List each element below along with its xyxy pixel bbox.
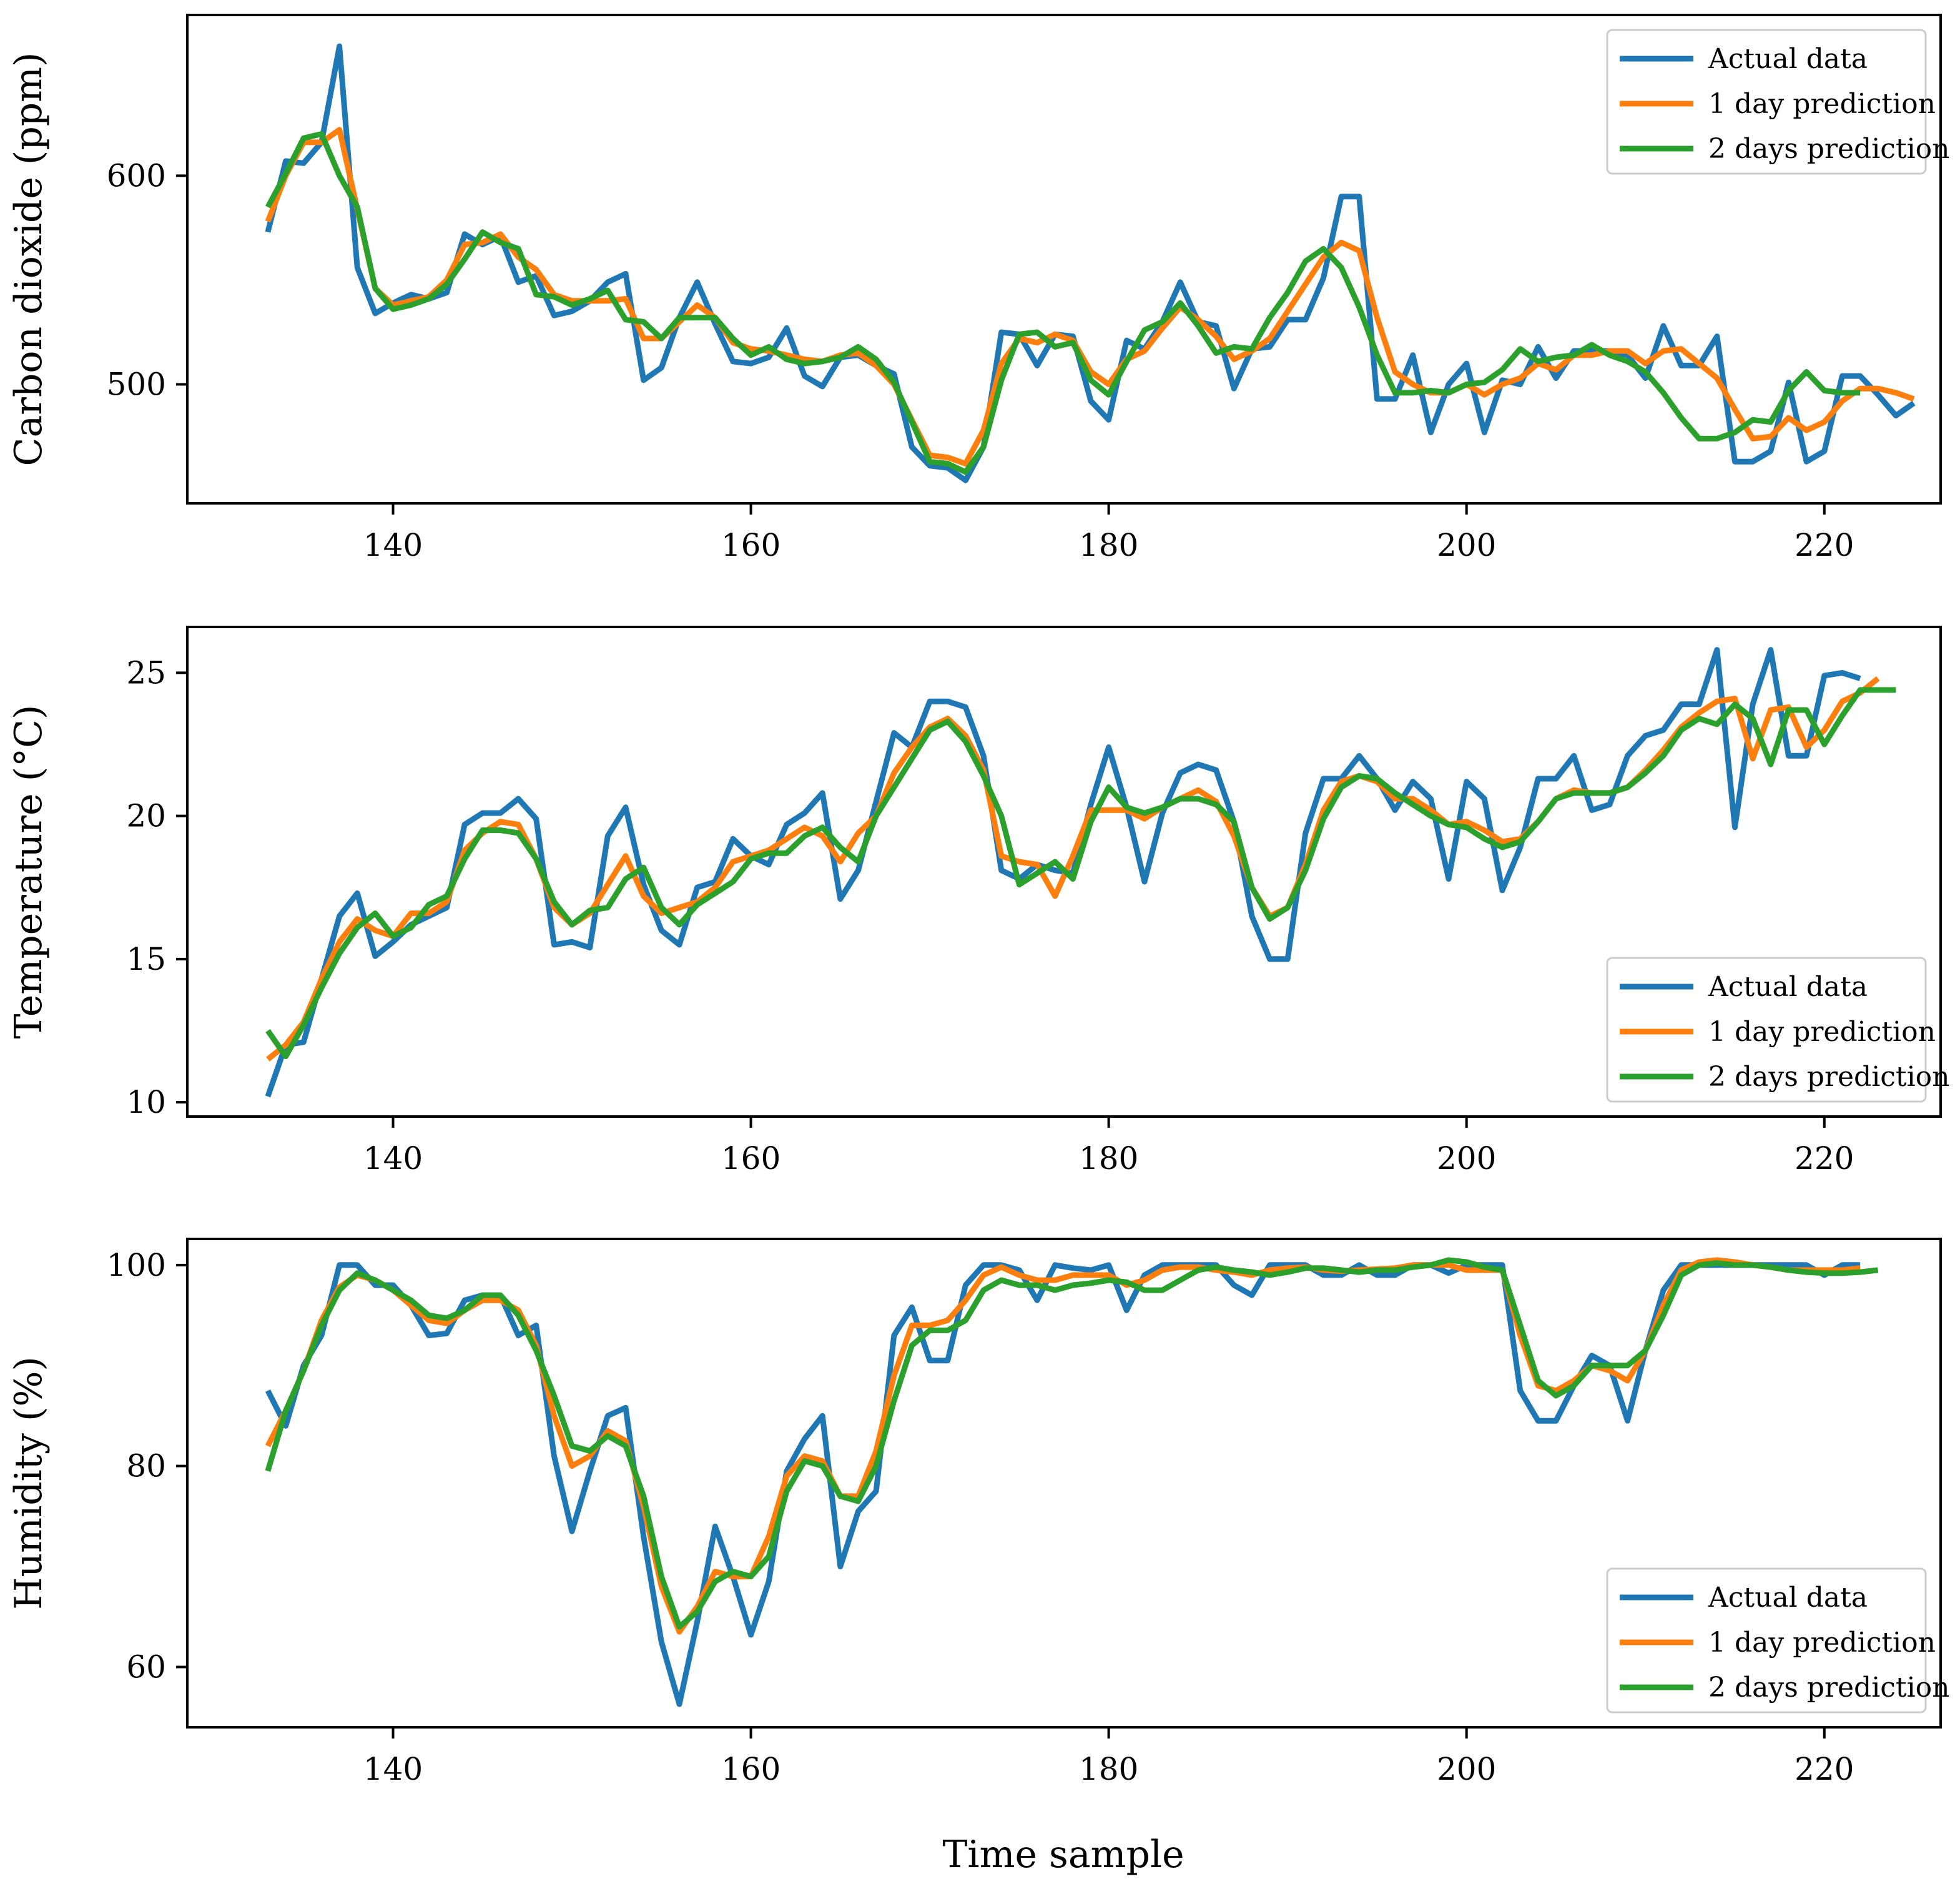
legend-label-pred2: 2 days prediction <box>1708 1061 1950 1093</box>
series-line-pred1 <box>265 127 1915 466</box>
x-axis-title: Time sample <box>942 1833 1184 1877</box>
x-tick-label: 140 <box>363 1751 423 1787</box>
y-axis-title: Humidity (%) <box>7 1356 51 1610</box>
legend: Actual data 1 day prediction 2 days predic… <box>1606 29 1950 175</box>
y-tick-label: 600 <box>107 157 166 194</box>
x-tick-label: 180 <box>1079 1751 1138 1787</box>
panel-temperature: 140 160 180 200 220 10 15 20 25 Temperature (°C) A… <box>7 626 1950 1176</box>
legend-label-actual: Actual data <box>1708 971 1868 1003</box>
x-tick-label: 200 <box>1437 1140 1496 1176</box>
panel-humidity: 140 160 180 200 220 60 80 100 Humidity (%) Actual… <box>7 1238 1950 1787</box>
y-axis-title: Temperature (°C) <box>7 705 51 1039</box>
legend-box <box>1606 29 1927 175</box>
legend-label-pred2: 2 days prediction <box>1708 133 1950 165</box>
x-tick-label: 220 <box>1795 1751 1854 1787</box>
y-tick-label: 60 <box>126 1649 166 1685</box>
y-axis-title: Carbon dioxide (ppm) <box>7 52 51 466</box>
series-group <box>265 43 1916 483</box>
panel-co2: 140 160 180 200 220 500 600 Carbon dioxide (ppm… <box>7 14 1950 563</box>
legend: Actual data 1 day prediction 2 days predic… <box>1606 957 1950 1103</box>
legend-label-pred2: 2 days prediction <box>1708 1672 1950 1704</box>
y-tick-label: 15 <box>126 941 166 977</box>
legend-label-pred1: 1 day prediction <box>1708 1627 1936 1659</box>
y-tick-label: 80 <box>126 1448 166 1484</box>
legend-label-pred1: 1 day prediction <box>1708 88 1936 120</box>
legend-box <box>1606 1567 1927 1714</box>
legend-box <box>1606 957 1927 1103</box>
series-line-pred2 <box>265 1257 1879 1630</box>
axes-frame <box>186 1238 1942 1729</box>
y-tick-label: 500 <box>107 367 166 403</box>
x-tick-label: 220 <box>1795 1140 1854 1176</box>
x-tick-label: 200 <box>1437 527 1496 563</box>
legend-label-actual: Actual data <box>1708 43 1868 75</box>
x-tick-label: 140 <box>363 527 423 563</box>
y-tick-label: 10 <box>126 1084 166 1120</box>
y-tick-label: 25 <box>126 654 166 691</box>
series-line-actual <box>265 1262 1861 1707</box>
series-group <box>265 647 1896 1098</box>
x-tick-label: 180 <box>1079 1140 1138 1176</box>
series-line-pred2 <box>265 687 1896 1060</box>
x-tick-label: 140 <box>363 1140 423 1176</box>
x-tick-label: 160 <box>721 527 781 563</box>
legend-label-pred1: 1 day prediction <box>1708 1016 1936 1048</box>
x-tick-label: 180 <box>1079 527 1138 563</box>
series-group <box>265 1257 1879 1707</box>
axes-frame <box>186 14 1942 505</box>
x-tick-label: 220 <box>1795 527 1854 563</box>
series-line-pred2 <box>265 131 1861 475</box>
legend: Actual data 1 day prediction 2 days predic… <box>1606 1567 1950 1714</box>
legend-label-actual: Actual data <box>1708 1582 1868 1614</box>
x-tick-label: 160 <box>721 1751 781 1787</box>
axes-frame <box>186 626 1942 1118</box>
y-tick-label: 100 <box>107 1247 166 1283</box>
x-tick-label: 200 <box>1437 1751 1496 1787</box>
x-tick-label: 160 <box>721 1140 781 1176</box>
y-tick-label: 20 <box>126 798 166 834</box>
panels: 140 160 180 200 220 500 600 Carbon dioxide (ppm… <box>7 14 1950 1787</box>
